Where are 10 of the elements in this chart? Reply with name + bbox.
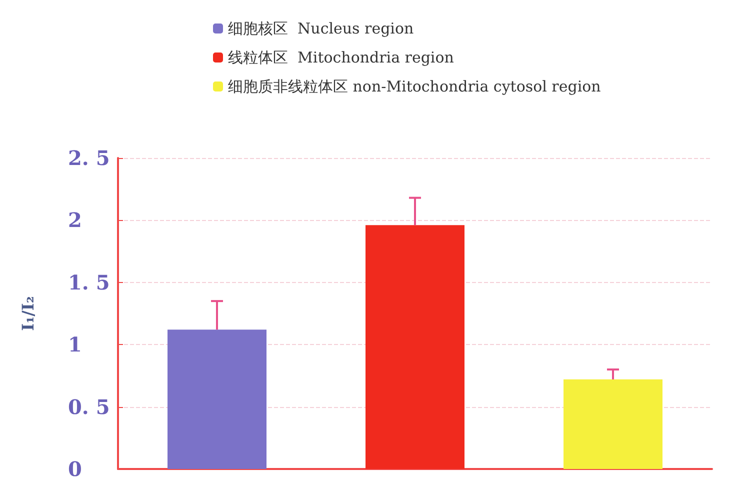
y-axis-title: I₁/I₂ bbox=[18, 296, 38, 331]
y-tick-label: 2 bbox=[68, 208, 82, 232]
y-tick-label: 1 bbox=[68, 332, 82, 357]
y-tick-label: 2. 5 bbox=[68, 146, 110, 170]
y-tick-label: 0 bbox=[68, 457, 82, 481]
legend-label: 细胞质非线粒体区 non-Mitochondria cytosol region bbox=[228, 78, 602, 96]
legend-label: 细胞核区 Nucleus region bbox=[228, 20, 414, 38]
legend-label: 线粒体区 Mitochondria region bbox=[228, 48, 454, 66]
y-tick-label: 0. 5 bbox=[68, 394, 110, 419]
y-tick-label: 1. 5 bbox=[68, 270, 110, 294]
